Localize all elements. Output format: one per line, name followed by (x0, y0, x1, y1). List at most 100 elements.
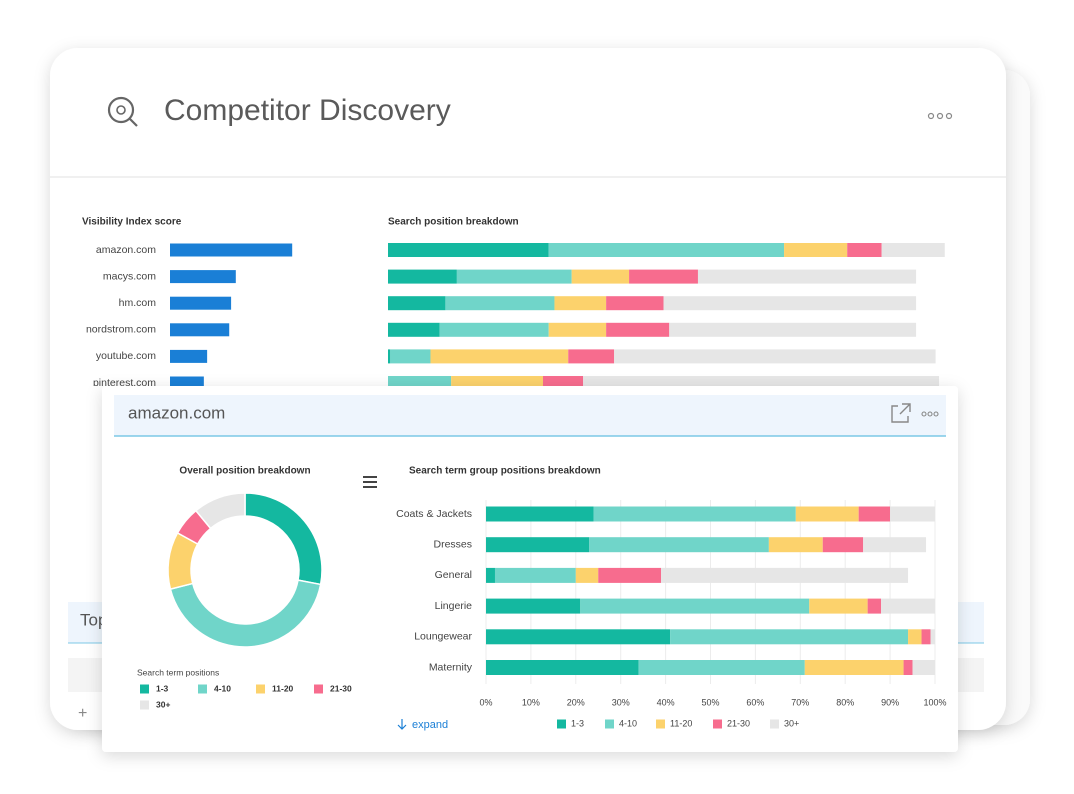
more-menu[interactable] (927, 112, 953, 120)
bar-segment (388, 322, 440, 337)
bar-segment (388, 296, 446, 311)
x-tick-label: 40% (657, 697, 675, 707)
bar-segment (486, 506, 594, 522)
legend-swatch (140, 700, 149, 710)
bar-segment (629, 269, 698, 284)
bar-segment (912, 660, 935, 675)
section-title: Top (80, 610, 107, 629)
legend-label: 30+ (156, 699, 170, 709)
bar-segment (589, 537, 769, 553)
bar-segment (809, 598, 868, 614)
chart-title: Search position breakdown (388, 217, 519, 228)
bar-segment (881, 243, 945, 257)
search-icon (107, 96, 138, 127)
bar (170, 296, 232, 310)
legend-swatch (256, 684, 265, 694)
y-tick-label: General (435, 569, 472, 581)
bar-segment (863, 537, 927, 553)
bar-segment (451, 376, 543, 386)
bar (170, 323, 230, 337)
bar-segment (439, 322, 549, 337)
legend-swatch (198, 684, 207, 694)
popup-title: amazon.com (128, 403, 225, 422)
donut-slice (169, 579, 322, 648)
legend-label: 21-30 (330, 683, 352, 693)
x-tick-label: 60% (746, 697, 764, 707)
popup-header (114, 395, 946, 436)
bar-segment (697, 269, 917, 284)
bar-segment (908, 629, 922, 645)
legend-label: 4-10 (619, 718, 637, 728)
expand-arrow[interactable] (397, 719, 407, 730)
legend-swatch (557, 719, 566, 729)
legend-label: 1-3 (571, 718, 584, 728)
popup-more[interactable] (921, 411, 939, 417)
y-tick-label: nordstrom.com (86, 324, 156, 336)
bar-segment (548, 243, 785, 257)
bar-segment (568, 349, 615, 364)
y-tick-label: Dresses (433, 538, 472, 550)
bar-segment (486, 660, 639, 675)
y-tick-label: macys.com (103, 270, 156, 282)
legend-swatch (770, 719, 779, 729)
legend-label: 30+ (784, 718, 799, 728)
bar-segment (486, 567, 495, 583)
add-icon[interactable]: + (78, 705, 87, 722)
legend-label: 1-3 (156, 683, 169, 693)
bar-segment (890, 506, 935, 522)
chart-menu[interactable] (363, 476, 377, 488)
chart-title: Visibility Index score (82, 217, 182, 228)
x-tick-label: 80% (836, 697, 854, 707)
bar-segment (858, 506, 891, 522)
y-tick-label: Maternity (429, 661, 473, 673)
bar-segment (445, 296, 555, 311)
bar (170, 349, 208, 363)
x-tick-label: 30% (612, 697, 630, 707)
bar-segment (606, 296, 664, 311)
expand-link[interactable]: expand (412, 719, 448, 731)
bar-segment (494, 567, 576, 583)
y-tick-label: Lingerie (435, 600, 473, 612)
legend-swatch (314, 684, 323, 694)
bar-segment (606, 322, 670, 337)
bar (170, 243, 293, 257)
bar-segment (430, 349, 569, 364)
legend-label: 11-20 (272, 683, 294, 693)
bar-segment (486, 537, 590, 553)
bar-segment (638, 660, 805, 675)
x-tick-label: 70% (791, 697, 809, 707)
bar-segment (784, 243, 848, 257)
bar-segment (583, 376, 940, 386)
bar-segment (847, 243, 882, 257)
chart-title: Overall position breakdown (179, 466, 310, 477)
bar-segment (867, 598, 882, 614)
bar-segment (822, 537, 864, 553)
donut-slice (194, 492, 246, 530)
y-tick-label: youtube.com (96, 350, 156, 362)
x-tick-label: 10% (522, 697, 540, 707)
bar-segment (486, 598, 581, 614)
open-link-icon[interactable] (891, 403, 911, 423)
bar-segment (670, 629, 909, 645)
bar-segment (388, 269, 457, 284)
legend-label: 11-20 (670, 718, 692, 728)
bar-segment (575, 567, 599, 583)
bar-segment (804, 660, 904, 675)
y-tick-label: Coats & Jackets (396, 508, 472, 520)
bar-segment (548, 322, 607, 337)
bar (170, 376, 204, 386)
x-tick-label: 0% (479, 697, 492, 707)
bar-segment (930, 629, 935, 645)
bar-segment (921, 629, 931, 645)
bar-segment (554, 296, 607, 311)
bar-segment (598, 567, 662, 583)
bar-segment (593, 506, 796, 522)
bar-segment (903, 660, 913, 675)
legend-label: 21-30 (727, 718, 750, 728)
y-tick-label: pinterest.com (93, 377, 156, 389)
legend-label: 4-10 (214, 683, 231, 693)
x-tick-label: 100% (923, 697, 946, 707)
bar-segment (795, 506, 859, 522)
legend-swatch (656, 719, 665, 729)
page-title: Competitor Discovery (164, 94, 451, 127)
